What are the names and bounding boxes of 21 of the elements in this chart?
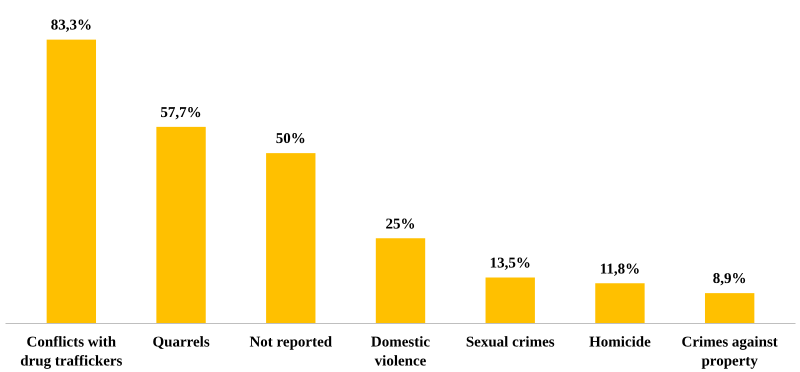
bar — [595, 283, 645, 324]
x-tick-label: Homicide — [589, 334, 652, 350]
data-label: 8,9% — [712, 271, 747, 288]
x-tick-label: Crimes against property — [682, 334, 778, 370]
bar — [704, 293, 754, 324]
x-tick-label: Conflicts with drug traffickers — [20, 334, 123, 370]
x-tick-label: Sexual crimes — [466, 334, 555, 350]
data-label: 57,7% — [160, 104, 202, 121]
bar — [266, 153, 316, 324]
x-tick-label: Quarrels — [152, 334, 210, 350]
bar — [486, 277, 535, 324]
data-label: 13,5% — [490, 255, 531, 272]
data-label: 25% — [386, 216, 416, 232]
bar — [156, 126, 206, 324]
bar — [376, 238, 426, 324]
data-label: 50% — [276, 131, 306, 148]
x-tick-label: Domestic violence — [370, 334, 430, 370]
data-label: 11,8% — [600, 261, 640, 278]
x-tick-label: Not reported — [249, 334, 333, 350]
bar — [46, 40, 96, 324]
data-label: 83,3% — [50, 18, 92, 34]
